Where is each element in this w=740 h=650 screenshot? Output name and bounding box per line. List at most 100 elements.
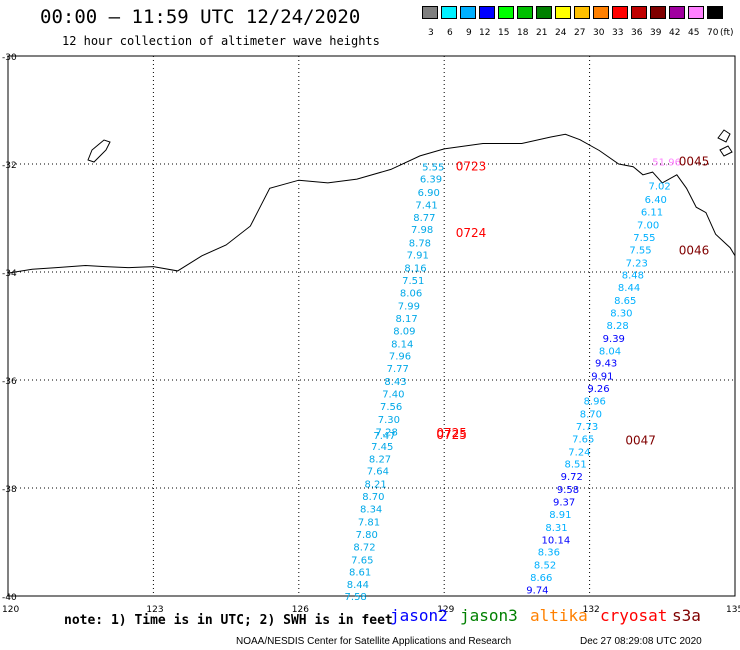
legend-jason3: jason3: [460, 606, 518, 625]
wave-height-value: 7.56: [380, 402, 402, 413]
scale-swatch: [650, 6, 666, 19]
wave-height-value: 8.36: [538, 548, 560, 559]
wave-height-value: 8.28: [606, 321, 628, 332]
wave-height-value: 8.78: [409, 238, 431, 249]
scale-label: 33: [612, 28, 624, 38]
wave-height-value: 6.90: [418, 188, 440, 199]
wave-height-value: 8.52: [534, 561, 556, 572]
lon-tick-label: 129: [437, 605, 454, 615]
scale-label: 12: [479, 28, 491, 38]
wave-height-value: 8.44: [347, 580, 369, 591]
lat-tick-label: -34: [2, 269, 17, 279]
time-label: 0046: [679, 243, 710, 257]
lon-tick-label: 123: [146, 605, 163, 615]
scale-label: 21: [536, 28, 548, 38]
scale-swatch: [688, 6, 704, 19]
wave-height-value: 6.39: [420, 175, 442, 186]
wave-height-value: 8.51: [564, 460, 586, 471]
wave-height-value: 8.27: [369, 454, 391, 465]
scale-unit: (ft): [720, 28, 734, 38]
wave-height-value: 8.65: [614, 296, 636, 307]
wave-height-value: 8.06: [400, 289, 422, 300]
wave-height-value: 7.23: [626, 258, 648, 269]
wave-height-value: 8.43: [384, 377, 406, 388]
wave-height-value: 8.34: [360, 505, 382, 516]
scale-swatch: [479, 6, 495, 19]
page-title: 00:00 – 11:59 UTC 12/24/2020: [40, 6, 361, 28]
legend-altika: altika: [530, 606, 588, 625]
wave-height-value: 9.43: [595, 359, 617, 370]
scale-swatch: [669, 6, 685, 19]
island-shape: [719, 145, 733, 157]
scale-label: 24: [555, 28, 567, 38]
wave-height-value: 9.58: [557, 485, 579, 496]
scale-swatch: [536, 6, 552, 19]
wave-height-value: 7.51: [402, 276, 424, 287]
wave-height-value: 7.98: [411, 225, 433, 236]
wave-height-value: 7.00: [637, 220, 659, 231]
wave-height-value: 9.72: [561, 472, 583, 483]
wave-height-value: 9.74: [526, 586, 548, 597]
lat-tick-label: -30: [2, 53, 17, 63]
wave-height-value: 7.55: [629, 245, 651, 256]
wave-height-value: 7.28: [376, 427, 398, 438]
scale-label: 27: [574, 28, 586, 38]
scale-label: 6: [447, 28, 453, 38]
wave-height-value: 8.70: [580, 409, 602, 420]
wave-height-value: 8.31: [545, 523, 567, 534]
lat-tick-label: -40: [2, 593, 17, 603]
wave-height-value: 9.39: [603, 334, 625, 345]
wave-height-value: 7.64: [367, 467, 389, 478]
wave-height-value: 6.40: [645, 195, 667, 206]
lat-tick-label: -38: [2, 485, 17, 495]
scale-label: 30: [593, 28, 605, 38]
scale-swatch: [612, 6, 628, 19]
wave-height-value: 7.96: [389, 352, 411, 363]
scale-swatch: [441, 6, 457, 19]
credit-text: NOAA/NESDIS Center for Satellite Applica…: [236, 636, 512, 647]
wave-height-value: 7.58: [345, 592, 367, 603]
wave-height-value: 10.14: [542, 535, 571, 546]
scale-label: 36: [631, 28, 643, 38]
scale-swatch: [555, 6, 571, 19]
scale-swatch: [460, 6, 476, 19]
wave-height-value: 5.55: [422, 163, 444, 174]
legend-jason2: jason2: [390, 606, 448, 625]
units-note: note: 1) Time is in UTC; 2) SWH is in fe…: [64, 613, 393, 628]
wave-height-value: 8.16: [404, 264, 426, 275]
lon-tick-label: 135: [726, 605, 740, 615]
wave-height-value: 9.26: [587, 384, 609, 395]
lon-tick-label: 132: [583, 605, 600, 615]
lat-tick-label: -36: [2, 377, 17, 387]
wave-height-value: 7.73: [576, 422, 598, 433]
time-label: 0724: [456, 226, 487, 240]
scale-swatch: [574, 6, 590, 19]
wave-height-value: 7.40: [382, 390, 404, 401]
scale-label: 39: [650, 28, 662, 38]
lat-tick-label: -32: [2, 161, 17, 171]
wave-height-value: 7.45: [371, 442, 393, 453]
wave-height-value: 8.72: [353, 542, 375, 553]
scale-swatch: [631, 6, 647, 19]
wave-height-value: 51.96: [652, 157, 681, 168]
time-label: 0725: [436, 428, 467, 442]
wave-height-value: 8.48: [622, 271, 644, 282]
wave-height-value: 8.91: [549, 510, 571, 521]
wave-height-value: 7.99: [398, 301, 420, 312]
wave-height-value: 8.17: [395, 314, 417, 325]
wave-height-value: 7.02: [648, 182, 670, 193]
legend-cryosat: cryosat: [600, 606, 668, 625]
scale-label: 9: [466, 28, 472, 38]
scale-label: 42: [669, 28, 681, 38]
time-label: 0725: [436, 426, 467, 440]
wave-height-value: 7.55: [633, 233, 655, 244]
island-shape: [717, 129, 731, 143]
wave-height-value: 8.30: [610, 309, 632, 320]
scale-swatch: [593, 6, 609, 19]
scale-label: 70: [707, 28, 719, 38]
wave-height-value: 8.21: [364, 480, 386, 491]
wave-height-value: 9.91: [591, 372, 613, 383]
scale-swatch: [707, 6, 723, 19]
scale-label: 45: [688, 28, 700, 38]
